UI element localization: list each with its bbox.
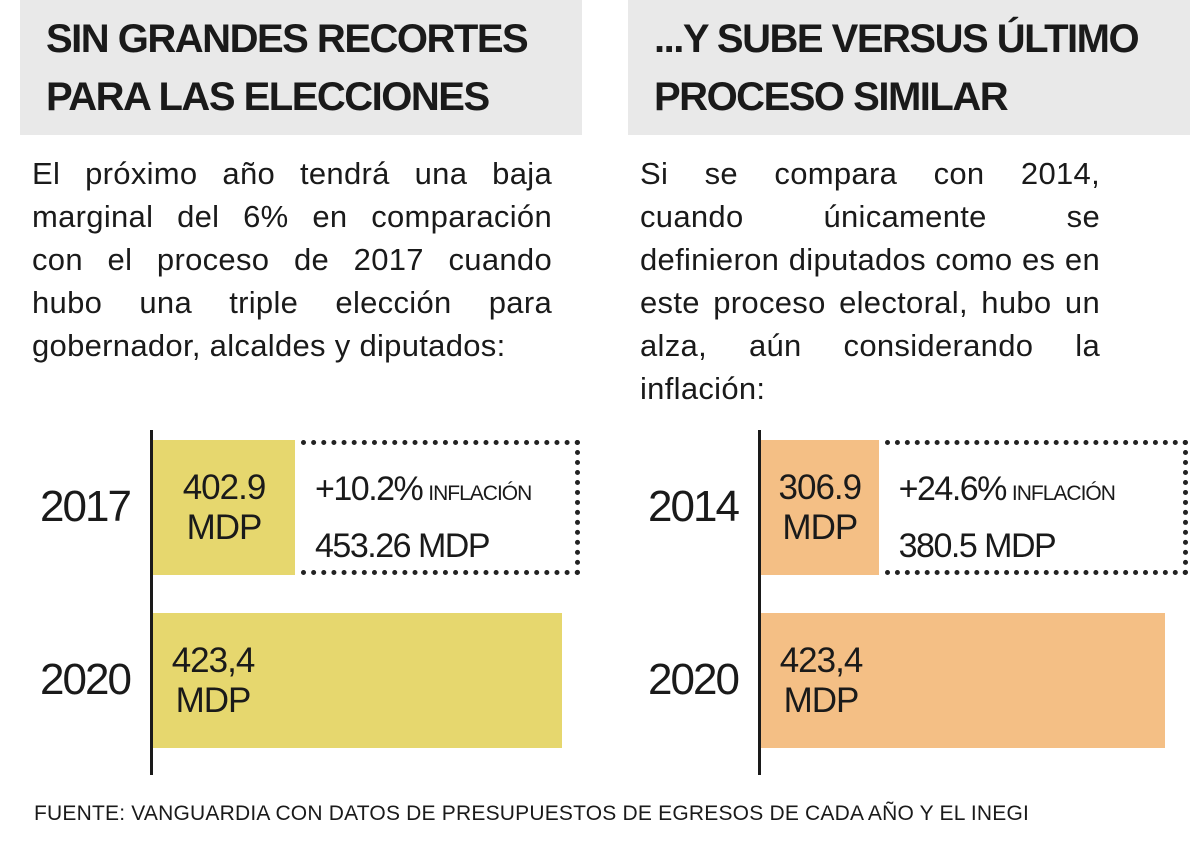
bar: 402.9 MDP <box>153 440 296 575</box>
description: Si se compara con 2014, cuando únicament… <box>640 156 1100 406</box>
value-label: 402.9 MDP <box>182 467 267 547</box>
value-label: 423,4 MDP <box>171 640 256 720</box>
inflation-change: +10.2% <box>315 470 424 508</box>
category-label: 2020 <box>648 655 740 704</box>
inflation-adjusted: 453.26 MDP <box>315 527 490 565</box>
inflation-box: +10.2% INFLACIÓN 453.26 MDP <box>301 440 580 575</box>
axis-line <box>150 430 153 775</box>
inflation-label: INFLACIÓN <box>1011 482 1116 505</box>
panel-title: ...Y SUBE VERSUS ÚLTIMO PROCESO SIMILAR <box>628 0 1190 135</box>
inflation-label: INFLACIÓN <box>428 482 532 505</box>
panel-title: SIN GRANDES RECORTES PARA LAS ELECCIONES <box>20 0 582 135</box>
inflation-box: +24.6% INFLACIÓN 380.5 MDP <box>884 440 1188 575</box>
inflation-change: +24.6% <box>898 470 1008 508</box>
bar: 306.9 MDP <box>761 440 879 575</box>
value-label: 306.9 MDP <box>778 467 863 547</box>
category-label: 2014 <box>648 482 740 531</box>
bar: 423,4 MDP <box>761 613 1165 748</box>
category-label: 2020 <box>40 655 132 704</box>
value-label: 423,4 MDP <box>779 640 864 720</box>
category-label: 2017 <box>40 482 132 531</box>
inflation-line: +24.6% INFLACIÓN <box>899 463 1183 520</box>
axis-line <box>758 430 761 775</box>
inflation-line: +10.2% INFLACIÓN <box>315 463 575 520</box>
source: FUENTE: VANGUARDIA CON DATOS DE PRESUPUE… <box>34 802 1030 825</box>
bar: 423,4 MDP <box>153 613 563 748</box>
inflation-adjusted: 380.5 MDP <box>898 527 1057 565</box>
description: El próximo año tendrá una baja marginal … <box>32 156 552 363</box>
